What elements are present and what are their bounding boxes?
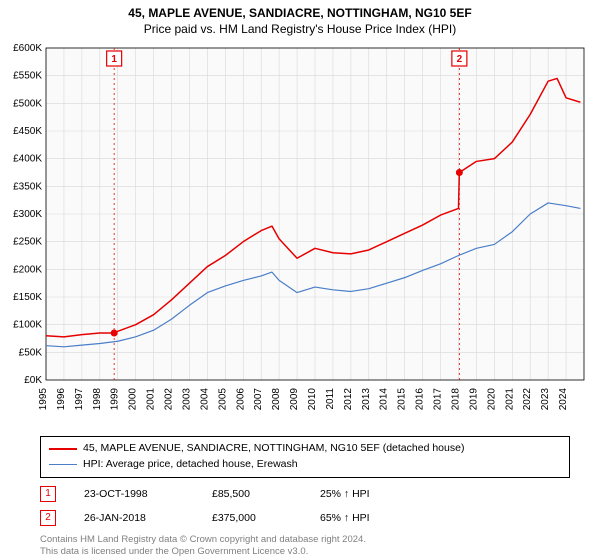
chart-subtitle: Price paid vs. HM Land Registry's House … [0, 20, 600, 40]
svg-text:2006: 2006 [235, 388, 246, 411]
svg-text:2022: 2022 [522, 388, 533, 411]
svg-text:£0K: £0K [24, 375, 42, 386]
license-line-2: This data is licensed under the Open Gov… [40, 546, 570, 558]
event-price: £375,000 [212, 512, 292, 524]
svg-text:£600K: £600K [13, 43, 42, 54]
license-line-1: Contains HM Land Registry data © Crown c… [40, 534, 570, 546]
svg-text:1995: 1995 [38, 388, 49, 411]
svg-text:1999: 1999 [110, 388, 121, 411]
svg-text:£100K: £100K [13, 320, 42, 331]
legend-swatch [49, 464, 77, 465]
event-pct: 65% ↑ HPI [320, 512, 410, 524]
svg-text:£550K: £550K [13, 71, 42, 82]
svg-text:2012: 2012 [343, 388, 354, 411]
chart-title: 45, MAPLE AVENUE, SANDIACRE, NOTTINGHAM,… [0, 0, 600, 20]
event-row: 1 23-OCT-1998 £85,500 25% ↑ HPI [40, 486, 570, 502]
svg-text:2024: 2024 [558, 388, 569, 411]
svg-text:2: 2 [457, 54, 463, 65]
svg-text:2015: 2015 [397, 388, 408, 411]
svg-text:2001: 2001 [146, 388, 157, 411]
event-marker-box: 2 [40, 510, 56, 526]
svg-text:2021: 2021 [504, 388, 515, 411]
svg-text:2020: 2020 [486, 388, 497, 411]
event-marker-box: 1 [40, 486, 56, 502]
legend-row: 45, MAPLE AVENUE, SANDIACRE, NOTTINGHAM,… [49, 441, 561, 457]
chart-container: 45, MAPLE AVENUE, SANDIACRE, NOTTINGHAM,… [0, 0, 600, 560]
svg-text:2023: 2023 [540, 388, 551, 411]
svg-text:£50K: £50K [19, 347, 43, 358]
svg-text:£250K: £250K [13, 237, 42, 248]
svg-text:2014: 2014 [379, 388, 390, 411]
legend-row: HPI: Average price, detached house, Erew… [49, 457, 561, 473]
event-pct: 25% ↑ HPI [320, 488, 410, 500]
chart-svg: £0K £50K £100K £150K £200K £250K £300K £350K £40… [2, 40, 598, 430]
legend-label: HPI: Average price, detached house, Erew… [83, 457, 298, 473]
svg-text:1997: 1997 [74, 388, 85, 411]
svg-text:2004: 2004 [199, 388, 210, 411]
svg-text:1998: 1998 [92, 388, 103, 411]
event-price: £85,500 [212, 488, 292, 500]
svg-text:1996: 1996 [56, 388, 67, 411]
svg-text:2008: 2008 [271, 388, 282, 411]
svg-text:2016: 2016 [415, 388, 426, 411]
svg-text:1: 1 [111, 54, 117, 65]
svg-text:2013: 2013 [361, 388, 372, 411]
svg-text:£350K: £350K [13, 181, 42, 192]
chart-plot: £0K £50K £100K £150K £200K £250K £300K £350K £40… [2, 40, 598, 430]
legend: 45, MAPLE AVENUE, SANDIACRE, NOTTINGHAM,… [40, 436, 570, 478]
sale-events: 1 23-OCT-1998 £85,500 25% ↑ HPI 2 26-JAN-2018… [40, 486, 570, 526]
svg-text:£150K: £150K [13, 292, 42, 303]
svg-text:2007: 2007 [253, 388, 264, 411]
svg-text:2018: 2018 [450, 388, 461, 411]
legend-label: 45, MAPLE AVENUE, SANDIACRE, NOTTINGHAM,… [83, 441, 464, 457]
event-date: 26-JAN-2018 [84, 512, 184, 524]
svg-text:£200K: £200K [13, 264, 42, 275]
svg-text:2000: 2000 [128, 388, 139, 411]
svg-text:2017: 2017 [433, 388, 444, 411]
svg-text:£450K: £450K [13, 126, 42, 137]
svg-text:£400K: £400K [13, 154, 42, 165]
event-date: 23-OCT-1998 [84, 488, 184, 500]
svg-text:£300K: £300K [13, 209, 42, 220]
event-row: 2 26-JAN-2018 £375,000 65% ↑ HPI [40, 510, 570, 526]
svg-text:2019: 2019 [468, 388, 479, 411]
legend-swatch [49, 448, 77, 450]
svg-text:£500K: £500K [13, 98, 42, 109]
svg-text:2003: 2003 [181, 388, 192, 411]
license-text: Contains HM Land Registry data © Crown c… [40, 534, 570, 559]
svg-text:2009: 2009 [289, 388, 300, 411]
svg-text:2011: 2011 [325, 388, 336, 410]
svg-text:2010: 2010 [307, 388, 318, 411]
svg-text:2005: 2005 [217, 388, 228, 411]
svg-text:2002: 2002 [164, 388, 175, 411]
